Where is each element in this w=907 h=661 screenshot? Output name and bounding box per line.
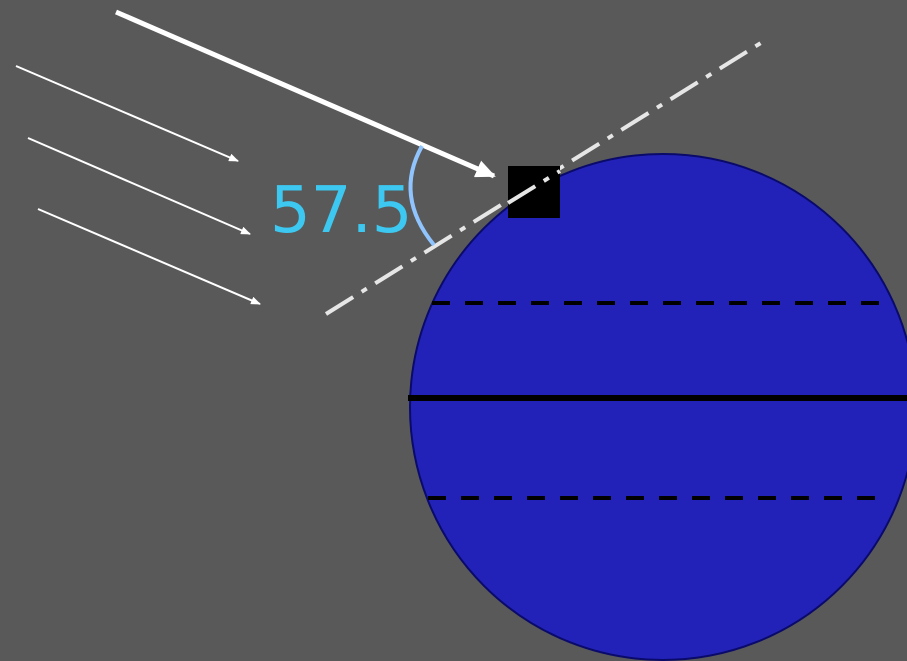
- horizon-line-over-marker: [506, 169, 562, 205]
- main-sun-ray-arrow: [115, 9, 496, 179]
- observer-marker-icon: [508, 166, 560, 218]
- sun-ray-arrow-2: [27, 137, 251, 235]
- sun-ray-arrow-3: [37, 208, 261, 305]
- angle-label: 57.5: [270, 174, 413, 248]
- earth-circle: [409, 153, 907, 661]
- earth-globe: [408, 153, 907, 661]
- sun-ray-arrow-1: [15, 65, 239, 162]
- angle-arc: [408, 145, 436, 247]
